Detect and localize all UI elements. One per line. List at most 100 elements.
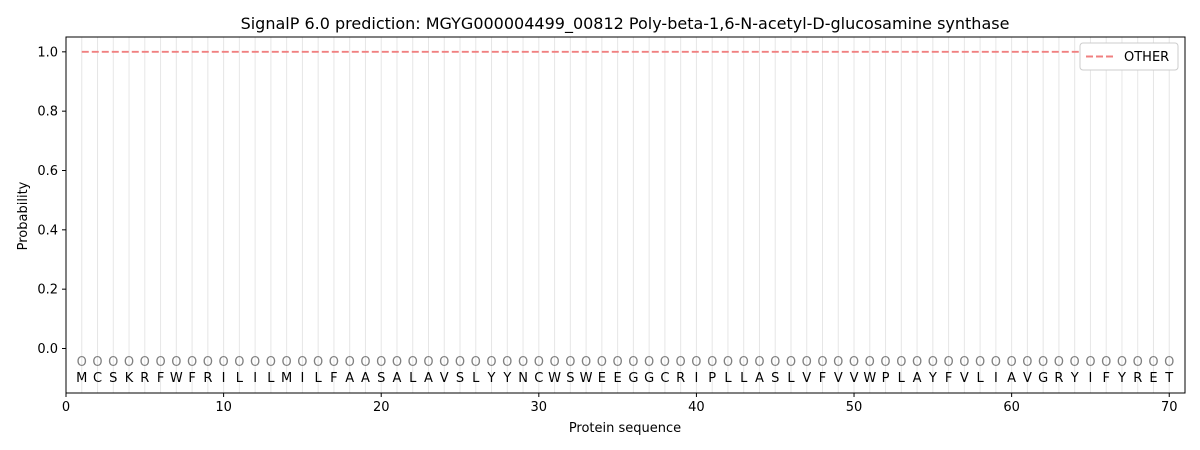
state-label: O — [1117, 355, 1127, 370]
state-label: O — [1164, 355, 1174, 370]
state-label: O — [1007, 355, 1017, 370]
residue-label: I — [994, 371, 998, 386]
state-label: O — [991, 355, 1001, 370]
state-label: O — [1038, 355, 1048, 370]
plot-frame — [65, 36, 1186, 394]
state-label: O — [218, 355, 228, 370]
state-label: O — [471, 355, 481, 370]
state-label: O — [896, 355, 906, 370]
residue-label: F — [945, 371, 952, 386]
state-label: O — [880, 355, 890, 370]
state-label: O — [187, 355, 197, 370]
state-label: O — [455, 355, 465, 370]
residue-label: A — [393, 371, 402, 386]
state-label: O — [549, 355, 559, 370]
state-label: O — [124, 355, 134, 370]
residue-label: L — [724, 371, 732, 386]
residue-label: E — [1149, 371, 1157, 386]
residue-label: Y — [487, 371, 496, 386]
residue-label: F — [157, 371, 164, 386]
state-label: O — [975, 355, 985, 370]
state-label: O — [833, 355, 843, 370]
state-label: O — [360, 355, 370, 370]
residue-label: V — [850, 371, 859, 386]
state-label: O — [660, 355, 670, 370]
residue-label: N — [518, 371, 528, 386]
residue-label: L — [740, 371, 748, 386]
state-label: O — [155, 355, 165, 370]
state-label: O — [1148, 355, 1158, 370]
residue-label: A — [361, 371, 370, 386]
state-label: O — [959, 355, 969, 370]
state-label: O — [1022, 355, 1032, 370]
y-axis-label: Probability — [16, 181, 31, 250]
residue-label: V — [802, 371, 811, 386]
residue-label: A — [913, 371, 922, 386]
residue-label: R — [1133, 371, 1142, 386]
y-tick-label: 0.2 — [37, 283, 58, 298]
residue-label: R — [140, 371, 149, 386]
state-label: O — [423, 355, 433, 370]
state-label: O — [486, 355, 496, 370]
legend-label-other: OTHER — [1124, 50, 1169, 65]
y-tick-label: 1.0 — [37, 45, 58, 60]
residue-label: S — [377, 371, 385, 386]
residue-label: L — [472, 371, 480, 386]
residue-label: V — [440, 371, 449, 386]
residue-label: Y — [502, 371, 511, 386]
residue-label: F — [819, 371, 826, 386]
residue-label: S — [771, 371, 779, 386]
state-label: O — [928, 355, 938, 370]
residue-label: Y — [1117, 371, 1126, 386]
x-tick-label: 60 — [1003, 400, 1020, 415]
x-tick-label: 40 — [688, 400, 705, 415]
state-label: O — [802, 355, 812, 370]
residue-label: F — [188, 371, 195, 386]
state-label: O — [1085, 355, 1095, 370]
residue-label: V — [960, 371, 969, 386]
state-label: O — [266, 355, 276, 370]
state-label: O — [707, 355, 717, 370]
residue-label: I — [222, 371, 226, 386]
residue-label: L — [898, 371, 906, 386]
state-label: O — [329, 355, 339, 370]
residue-label: M — [281, 371, 292, 386]
residue-label: C — [534, 371, 543, 386]
state-label: O — [865, 355, 875, 370]
residue-label: S — [456, 371, 464, 386]
state-label: O — [754, 355, 764, 370]
state-label: O — [92, 355, 102, 370]
state-label: O — [313, 355, 323, 370]
residue-label: A — [1007, 371, 1016, 386]
x-tick-label: 30 — [531, 400, 548, 415]
residue-label: C — [660, 371, 669, 386]
residue-label: A — [424, 371, 433, 386]
y-tick-label: 0.0 — [37, 342, 58, 357]
state-label: O — [1070, 355, 1080, 370]
x-tick-label: 70 — [1161, 400, 1178, 415]
state-label: O — [502, 355, 512, 370]
residue-label: W — [548, 371, 561, 386]
residue-label: K — [125, 371, 134, 386]
axes: 0 10 20 30 40 50 60 70 0.0 0.2 0.4 0.6 0.8 1.0 — [37, 36, 1186, 415]
residue-label: T — [1164, 371, 1173, 386]
state-label: O — [250, 355, 260, 370]
residue-label: A — [345, 371, 354, 386]
state-label: O — [676, 355, 686, 370]
x-tick-label: 0 — [62, 400, 70, 415]
state-label: O — [171, 355, 181, 370]
state-label: O — [518, 355, 528, 370]
residue-label: G — [644, 371, 654, 386]
residue-label: M — [76, 371, 87, 386]
x-axis-label: Protein sequence — [569, 421, 681, 436]
residue-label: G — [1038, 371, 1048, 386]
state-label: O — [581, 355, 591, 370]
residue-label: Y — [928, 371, 937, 386]
state-label: O — [723, 355, 733, 370]
chart-title: SignalP 6.0 prediction: MGYG000004499_00… — [241, 14, 1010, 34]
residue-label: V — [834, 371, 843, 386]
y-tick-label: 0.4 — [37, 223, 58, 238]
state-label: O — [817, 355, 827, 370]
y-tick-label: 0.6 — [37, 164, 58, 179]
